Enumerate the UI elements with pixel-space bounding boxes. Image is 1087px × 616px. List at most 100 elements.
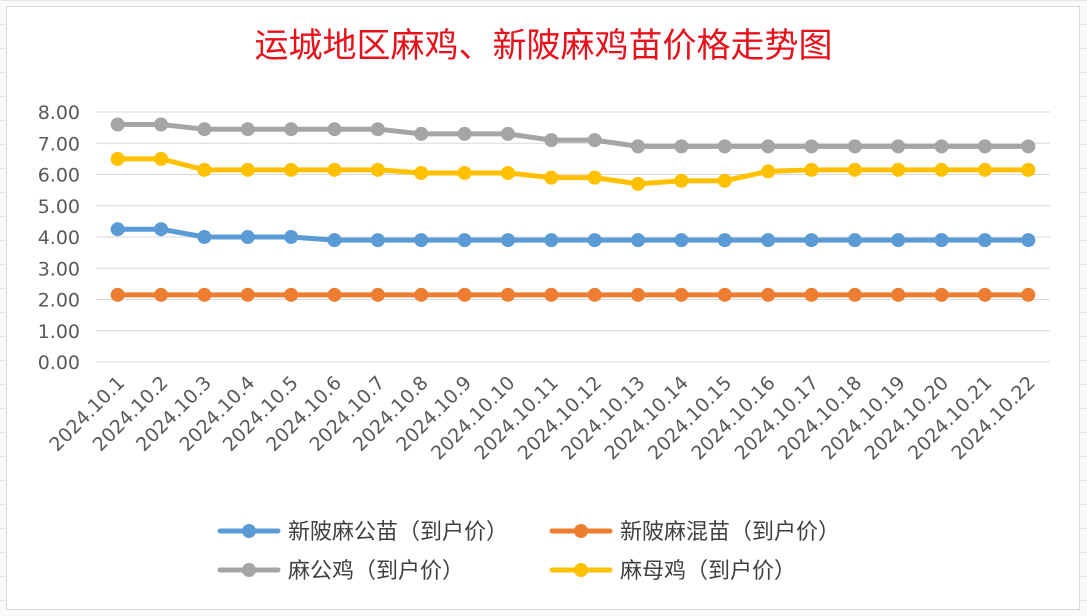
data-point (110, 287, 125, 302)
data-point (587, 233, 602, 248)
data-point (457, 165, 472, 180)
data-point (761, 164, 776, 179)
data-point (891, 287, 906, 302)
data-point (717, 139, 732, 154)
series-line (115, 156, 1031, 187)
y-tick-label: 8.00 (38, 102, 80, 124)
data-point (284, 287, 299, 302)
data-point (110, 117, 125, 132)
data-point (327, 287, 342, 302)
data-point (370, 287, 385, 302)
data-point (154, 151, 169, 166)
data-point (154, 222, 169, 237)
legend-label: 麻母鸡（到户价） (620, 559, 796, 584)
data-point (934, 162, 949, 177)
data-point (674, 287, 689, 302)
data-point (847, 162, 862, 177)
data-point (804, 233, 819, 248)
data-point (197, 230, 212, 244)
series-line (115, 226, 1031, 243)
data-point (327, 122, 342, 137)
data-point (891, 233, 906, 248)
data-point (240, 230, 255, 244)
series-line (115, 122, 1031, 149)
data-point (891, 139, 906, 154)
data-point (717, 173, 732, 188)
data-point (761, 139, 776, 154)
data-point (631, 176, 646, 191)
data-point (977, 287, 992, 302)
data-point (370, 122, 385, 137)
data-point (674, 139, 689, 154)
data-point (717, 233, 732, 248)
data-point (544, 287, 559, 302)
legend-swatch-marker (574, 524, 588, 538)
legend-swatch-marker (242, 524, 256, 538)
data-point (761, 287, 776, 302)
data-point (284, 162, 299, 177)
data-point (847, 233, 862, 248)
data-point (197, 122, 212, 137)
data-point (977, 139, 992, 154)
data-point (544, 133, 559, 148)
data-point (847, 139, 862, 154)
data-point (414, 165, 429, 180)
data-point (327, 233, 342, 248)
data-point (804, 139, 819, 154)
data-point (500, 287, 515, 302)
data-point (154, 287, 169, 302)
data-point (631, 233, 646, 248)
data-point (977, 233, 992, 248)
data-point (977, 162, 992, 177)
y-tick-label: 7.00 (38, 133, 80, 155)
data-point (327, 162, 342, 177)
data-point (587, 133, 602, 148)
data-point (717, 287, 732, 302)
y-tick-label: 3.00 (38, 258, 80, 280)
data-point (414, 126, 429, 141)
data-point (631, 139, 646, 154)
data-point (284, 122, 299, 137)
data-point (934, 139, 949, 154)
data-point (934, 287, 949, 302)
y-tick-label: 5.00 (38, 196, 80, 218)
data-point (891, 162, 906, 177)
data-point (240, 162, 255, 177)
data-point (761, 233, 776, 248)
data-point (847, 287, 862, 302)
legend-label: 新陂麻混苗（到户价） (620, 520, 840, 545)
data-point (457, 287, 472, 302)
data-point (1021, 139, 1036, 154)
legend-label: 新陂麻公苗（到户价） (288, 520, 508, 545)
data-point (1021, 287, 1036, 302)
data-point (110, 222, 125, 237)
data-point (544, 170, 559, 185)
data-point (500, 126, 515, 141)
data-point (674, 173, 689, 188)
chart-frame[interactable] (6, 6, 1080, 610)
data-point (544, 233, 559, 248)
data-point (1021, 162, 1036, 177)
y-tick-label: 1.00 (38, 321, 80, 343)
data-point (631, 287, 646, 302)
data-point (587, 287, 602, 302)
data-point (154, 117, 169, 132)
data-point (110, 151, 125, 166)
data-point (240, 287, 255, 302)
y-tick-label: 6.00 (38, 165, 80, 187)
data-point (240, 122, 255, 137)
data-point (500, 233, 515, 248)
data-point (370, 162, 385, 177)
legend-swatch-marker (574, 563, 588, 577)
data-point (1021, 233, 1036, 248)
y-tick-label: 0.00 (38, 352, 80, 374)
chart-title: 运城地区麻鸡、新陂麻鸡苗价格走势图 (254, 26, 833, 66)
data-point (414, 233, 429, 248)
data-point (587, 170, 602, 185)
data-point (370, 233, 385, 248)
data-point (674, 233, 689, 248)
y-tick-label: 4.00 (38, 227, 80, 249)
data-point (414, 287, 429, 302)
legend-swatch-marker (242, 563, 256, 577)
